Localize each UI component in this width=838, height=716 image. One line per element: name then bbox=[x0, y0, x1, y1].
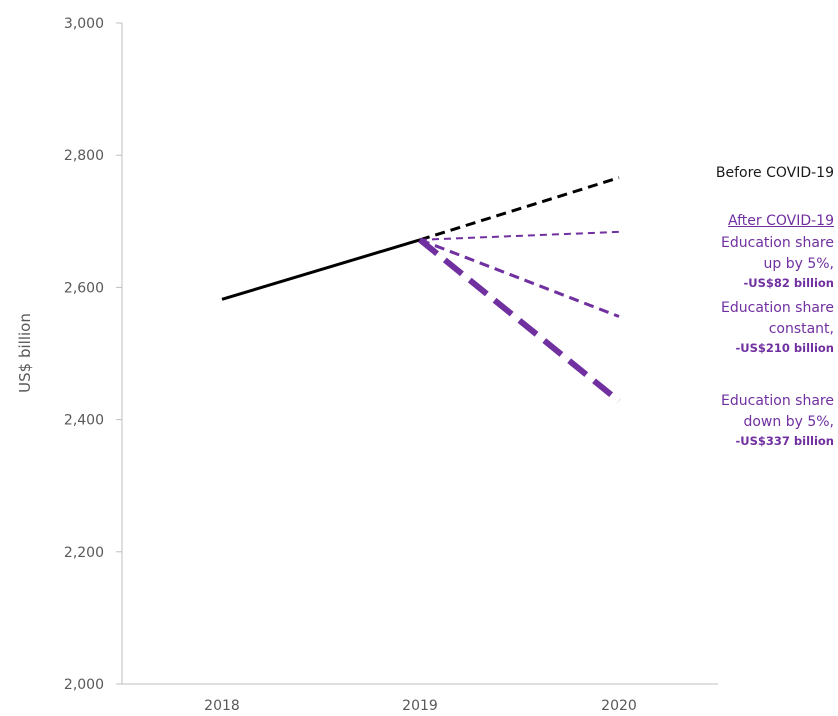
y-axis-label: US$ billion bbox=[16, 313, 34, 393]
series-lines bbox=[221, 176, 621, 404]
x-tick-label: 2019 bbox=[402, 698, 438, 714]
annotation-up-line2: up by 5%, bbox=[763, 256, 835, 272]
series-line-before-covid-19 bbox=[419, 176, 620, 242]
annotation-constant-line1: Education share bbox=[721, 300, 834, 316]
annotation-after-covid-header: After COVID-19 bbox=[640, 211, 834, 232]
y-tick-label: 2,000 bbox=[64, 677, 104, 693]
series-line-education-share-up-by-5 bbox=[419, 230, 620, 241]
annotation-share-down: Education share down by 5%, -US$337 bill… bbox=[640, 391, 834, 449]
series-line-education-share-constant bbox=[419, 238, 620, 318]
y-tick-label: 3,000 bbox=[64, 16, 104, 32]
annotation-before-label: Before COVID-19 bbox=[715, 165, 834, 181]
y-tick-label: 2,200 bbox=[64, 545, 104, 561]
annotation-before-covid: Before COVID-19 bbox=[640, 163, 834, 184]
y-tick-label: 2,800 bbox=[64, 148, 104, 164]
annotation-share-up: Education share up by 5%, -US$82 billion bbox=[640, 233, 834, 291]
annotation-down-line1: Education share bbox=[721, 393, 834, 409]
annotation-share-constant: Education share constant, -US$210 billio… bbox=[640, 298, 834, 356]
annotation-constant-amount: -US$210 billion bbox=[735, 341, 835, 355]
x-tick-label: 2020 bbox=[601, 698, 637, 714]
annotation-down-amount: -US$337 billion bbox=[735, 434, 835, 448]
y-tick-label: 2,400 bbox=[64, 413, 104, 429]
annotation-constant-line2: constant, bbox=[768, 321, 834, 337]
axes bbox=[116, 22, 718, 685]
annotation-up-line1: Education share bbox=[721, 235, 834, 251]
annotation-up-amount: -US$82 billion bbox=[743, 276, 835, 290]
y-tick-labels: 2,000 2,200 2,400 2,600 2,800 3,000 bbox=[64, 16, 104, 693]
x-tick-labels: 2018 2019 2020 bbox=[204, 698, 637, 714]
annotation-after-header: After COVID-19 bbox=[728, 213, 834, 229]
x-tick-label: 2018 bbox=[204, 698, 240, 714]
series-line-education-share-down-by-5 bbox=[418, 237, 621, 404]
y-tick-label: 2,600 bbox=[64, 280, 104, 296]
series-line-before-covid-19-actual bbox=[221, 238, 421, 301]
annotation-down-line2: down by 5%, bbox=[743, 414, 834, 430]
